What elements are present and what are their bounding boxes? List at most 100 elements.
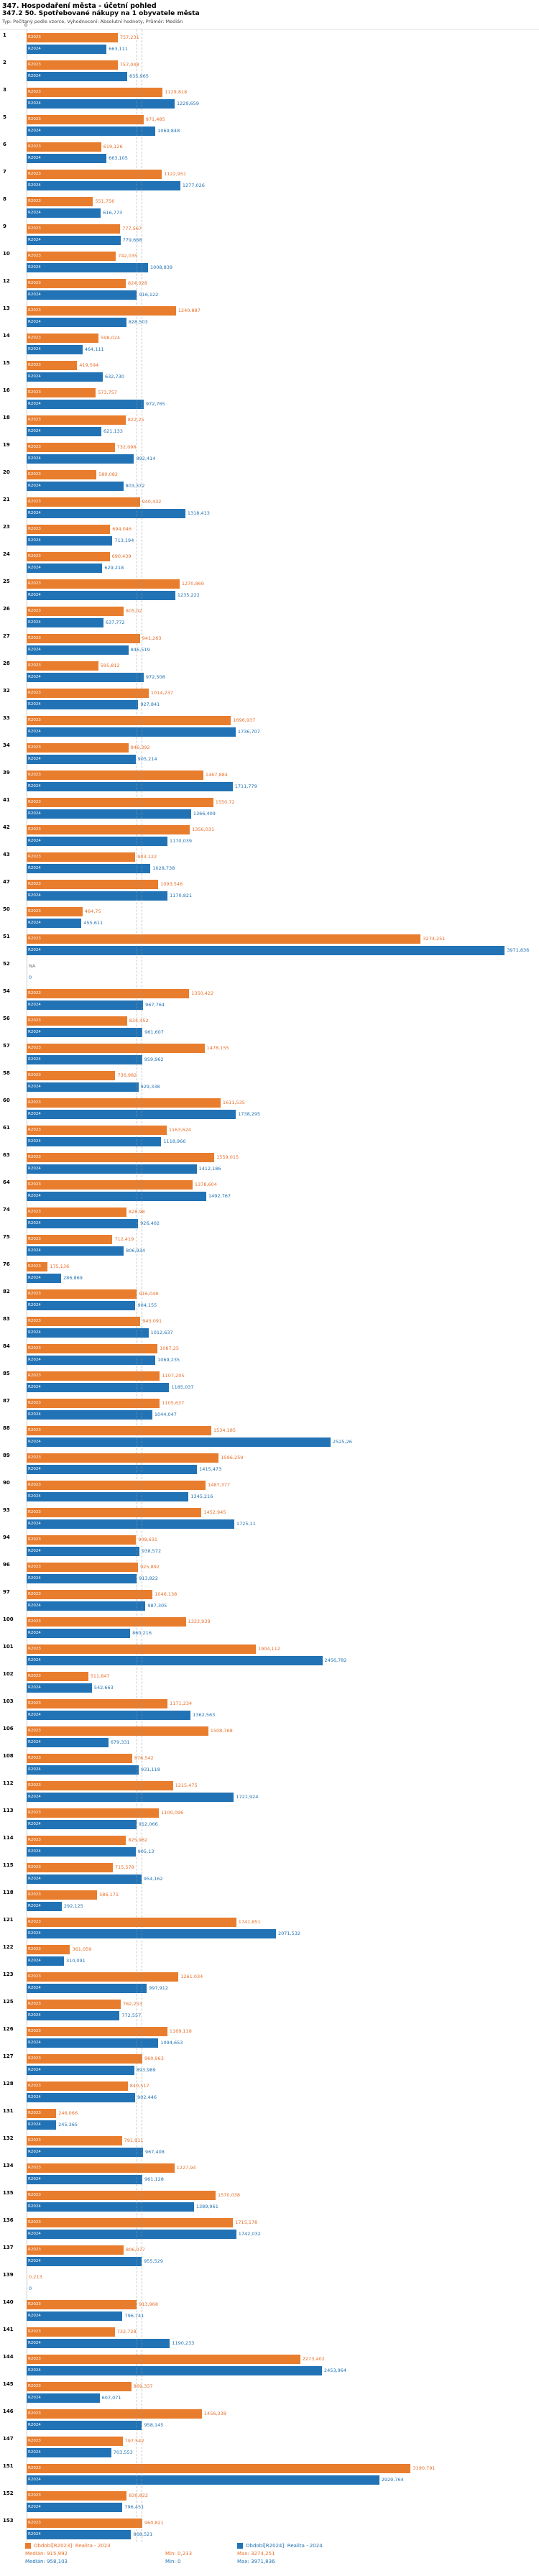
rank-label: 84 bbox=[3, 1343, 10, 1349]
series-inline-label: R2024 bbox=[28, 1657, 41, 1662]
bar-tracks: R2023 1122,951 R2024 1277,026 bbox=[27, 168, 539, 191]
bar-track-r2024: R2024 961,607 bbox=[27, 1026, 539, 1038]
series-inline-label: R2023 bbox=[28, 1072, 41, 1077]
bar-r2024: R2024 bbox=[27, 262, 148, 272]
series-inline-label: R2023 bbox=[28, 2138, 41, 2143]
bar-tracks: R2023 573,757 R2024 972,765 bbox=[27, 387, 539, 410]
bar-r2023: R2023 bbox=[27, 742, 129, 753]
bar-track-r2023: R2023 846,392 bbox=[27, 742, 539, 753]
bar-value-label: 1163,624 bbox=[168, 1127, 191, 1133]
bar-row: 113 R2023 1100,096 R2024 912,066 bbox=[0, 1805, 539, 1832]
bar-value-label: 955,529 bbox=[144, 2258, 163, 2264]
bar-row: 128 R2023 840,517 R2024 902,446 bbox=[0, 2078, 539, 2105]
bar-r2023: R2023 bbox=[27, 1862, 113, 1872]
rank-label: 8 bbox=[3, 196, 6, 202]
series-inline-label: R2024 bbox=[28, 2450, 41, 2455]
bar-tracks: R2023 246,066 R2024 245,365 bbox=[27, 2107, 539, 2130]
bar-row: 115 R2023 715,578 R2024 954,162 bbox=[0, 1859, 539, 1887]
bar-r2024: R2024 bbox=[27, 2065, 134, 2075]
bar-track-r2023: R2023 825,962 bbox=[27, 1834, 539, 1846]
bar-value-label: 1044,047 bbox=[154, 1412, 177, 1417]
stat-median-r2023: Medián: 915,992 bbox=[25, 2551, 68, 2557]
bar-value-label: 580,082 bbox=[98, 472, 119, 477]
bar-row: 2 R2023 757,048 R2024 835,965 bbox=[0, 57, 539, 84]
bar-r2024: R2024 bbox=[27, 1300, 136, 1310]
bar-row: 7 R2023 1122,951 R2024 1277,026 bbox=[0, 166, 539, 193]
bar-value-label: 286,869 bbox=[63, 1275, 83, 1281]
rank-label: 112 bbox=[3, 1780, 14, 1786]
bar-row: 5 R2023 971,485 R2024 1069,848 bbox=[0, 111, 539, 139]
bar-r2024: R2024 bbox=[27, 2256, 142, 2266]
bar-r2024: R2024 bbox=[27, 1983, 147, 1993]
series-inline-label: R2023 bbox=[28, 663, 41, 668]
bar-row: 57 R2023 1478,155 R2024 959,962 bbox=[0, 1040, 539, 1067]
bar-r2023: R2023 bbox=[27, 2327, 115, 2337]
bar-r2024: R2024 bbox=[27, 481, 124, 491]
bar-track-r2024: R2024 916,122 bbox=[27, 289, 539, 300]
bar-tracks: R2023 916,048 R2024 904,155 bbox=[27, 1288, 539, 1311]
bar-tracks: R2023 1378,604 R2024 1492,767 bbox=[27, 1179, 539, 1202]
bar-value-label: 1452,945 bbox=[203, 1509, 226, 1515]
series-inline-label: R2024 bbox=[28, 538, 41, 543]
series-inline-label: R2023 bbox=[28, 1755, 41, 1760]
bar-r2023: R2023 bbox=[27, 688, 149, 698]
bar-track-r2023: R20230,213 bbox=[27, 2271, 539, 2283]
bar-r2024: R2024 bbox=[27, 754, 136, 764]
bar-value-label: 757,231 bbox=[119, 34, 139, 40]
bar-r2023: R2023 bbox=[27, 1316, 141, 1326]
rank-label: 61 bbox=[3, 1125, 10, 1131]
bar-value-label: 732,728 bbox=[116, 2329, 137, 2334]
bar-tracks: R2023 846,392 R2024 905,214 bbox=[27, 742, 539, 765]
bar-row: 122 R2023 361,059 R2024 310,091 bbox=[0, 1941, 539, 1969]
bar-tracks: R2023 732,728 R2024 1190,233 bbox=[27, 2326, 539, 2349]
bar-track-r2024: R2024 2929,764 bbox=[27, 2474, 539, 2485]
series-inline-label: R2023 bbox=[28, 1837, 41, 1842]
series-inline-label: R2024 bbox=[28, 1029, 41, 1034]
rank-label: 16 bbox=[3, 387, 10, 393]
series-inline-label: R2023 bbox=[28, 745, 41, 750]
bar-track-r2023: R2023 511,847 bbox=[27, 1670, 539, 1682]
bar-r2024: R2024 bbox=[27, 1191, 207, 1201]
bar-row: 14 R2023 598,024 R2024 464,111 bbox=[0, 330, 539, 357]
rank-label: 93 bbox=[3, 1507, 10, 1513]
series-inline-label: R2024 bbox=[28, 2313, 41, 2318]
bar-r2024: R2024 bbox=[27, 2038, 159, 2048]
bar-r2024: R2024 bbox=[27, 1382, 170, 1392]
bar-track-r2024: R2024 967,764 bbox=[27, 999, 539, 1011]
rank-label: 121 bbox=[3, 1917, 14, 1923]
bar-tracks: R2023 1350,422 R2024 967,764 bbox=[27, 988, 539, 1011]
bar-row: 60 R2023 1611,535 R2024 1738,295 bbox=[0, 1095, 539, 1122]
bar-row: 93 R2023 1452,945 R2024 1725,11 bbox=[0, 1504, 539, 1532]
bar-row: 19 R2023 732,098 R2024 892,414 bbox=[0, 439, 539, 466]
bar-r2024: R2024 bbox=[27, 1683, 92, 1693]
bar-r2024: R2024 bbox=[27, 1628, 131, 1638]
series-inline-label: R2023 bbox=[28, 1100, 41, 1105]
series-inline-label: R2024 bbox=[28, 620, 41, 625]
series-inline-label: R2024 bbox=[28, 2012, 41, 2018]
rank-label: 28 bbox=[3, 661, 10, 666]
bar-r2023: R2023 bbox=[27, 1780, 173, 1790]
bar-value-label: 1322,939 bbox=[188, 1619, 211, 1624]
bar-value-label: 913,968 bbox=[139, 2301, 158, 2307]
bar-r2024: R2024 bbox=[27, 98, 175, 109]
series-inline-label: R2024 bbox=[28, 756, 41, 761]
bar-value-label: 912,066 bbox=[138, 1821, 158, 1827]
bar-track-r2023: R2023 777,567 bbox=[27, 223, 539, 234]
bar-value-label: 961,128 bbox=[144, 2176, 164, 2182]
bar-track-r2024: R2024 2456,782 bbox=[27, 1655, 539, 1666]
bar-r2024: R2024 bbox=[27, 454, 134, 464]
series-inline-label: R2023 bbox=[28, 908, 41, 914]
series-inline-label: R2023 bbox=[28, 635, 41, 640]
bar-value-label: 551,756 bbox=[95, 198, 115, 204]
bar-track-r2023: R2023 1322,939 bbox=[27, 1616, 539, 1627]
series-inline-label: R2024 bbox=[28, 1767, 41, 1772]
bar-track-r2023: R2023 971,485 bbox=[27, 114, 539, 125]
bar-track-r2023: R2023 1350,422 bbox=[27, 988, 539, 999]
bar-r2024: R2024 bbox=[27, 699, 139, 709]
bar-track-r2023: R2023 1100,096 bbox=[27, 1807, 539, 1818]
rank-label: 43 bbox=[3, 852, 10, 857]
series-inline-label: R2024 bbox=[28, 456, 41, 461]
bar-value-label: 1069,235 bbox=[157, 1357, 180, 1363]
bar-track-r2023: R2023NA bbox=[27, 960, 539, 972]
bar-value-label: 846,519 bbox=[130, 647, 150, 653]
